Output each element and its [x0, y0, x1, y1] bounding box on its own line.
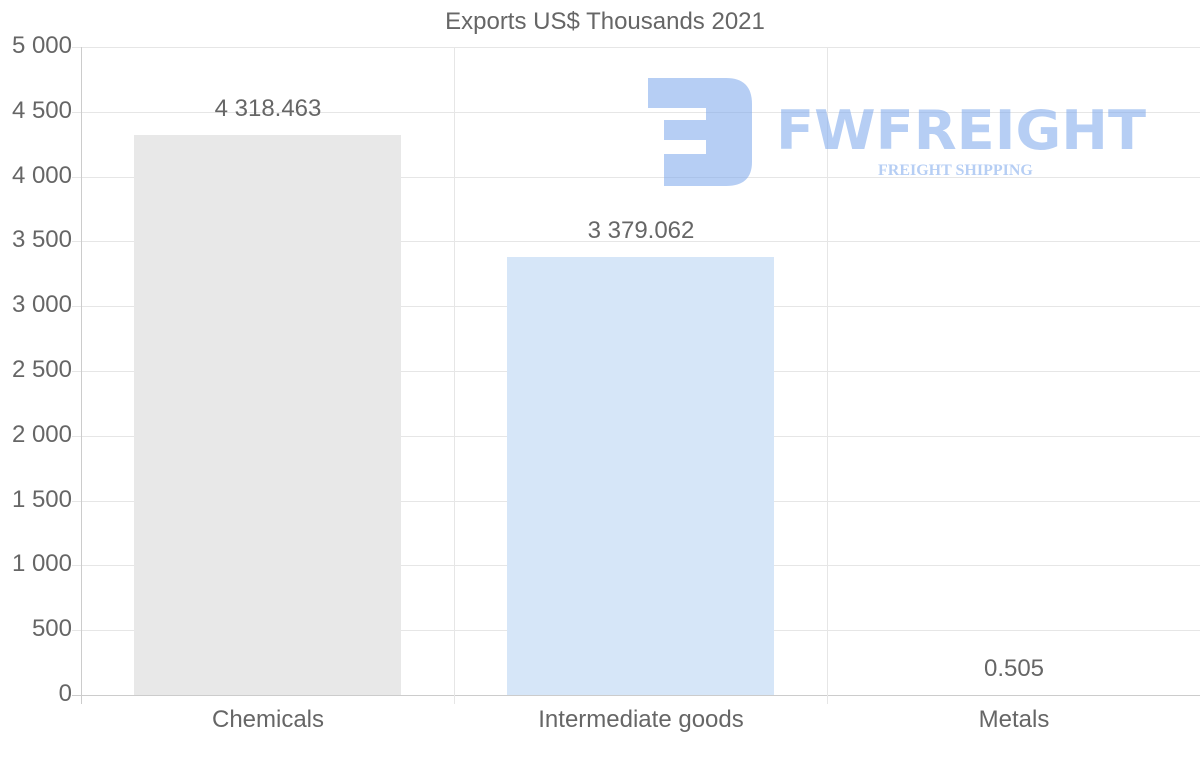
svg-text:FREIGHT SHIPPING: FREIGHT SHIPPING: [878, 162, 1033, 179]
gridline-h: [72, 241, 1200, 242]
y-tick-label: 3 000: [11, 291, 72, 318]
gridline-v: [454, 47, 455, 704]
gridline-h: [72, 47, 1200, 48]
y-tick-label: 4 000: [11, 162, 72, 189]
x-tick-label: Metals: [978, 706, 1050, 733]
gridline-h: [72, 112, 1200, 113]
gridline-v: [81, 47, 82, 704]
data-label: 4 318.463: [214, 95, 322, 122]
x-tick-label: Chemicals: [211, 706, 325, 733]
logo-mark-icon: [648, 78, 752, 186]
fwfreight-watermark-logo: FWFREIGHT FREIGHT SHIPPING: [648, 78, 1146, 186]
bar[interactable]: [134, 135, 401, 695]
y-tick-label: 500: [31, 615, 72, 642]
y-tick-label: 1 500: [11, 486, 72, 513]
y-tick-label: 5 000: [11, 32, 72, 59]
y-tick-label: 4 500: [11, 97, 72, 124]
gridline-h: [72, 695, 1200, 696]
y-tick-label: 2 500: [11, 356, 72, 383]
bar[interactable]: [507, 257, 774, 695]
svg-text:FWFREIGHT: FWFREIGHT: [776, 99, 1146, 162]
x-tick-label: Intermediate goods: [538, 706, 744, 733]
y-tick-label: 0: [58, 680, 72, 707]
chart-title: Exports US$ Thousands 2021: [445, 8, 765, 35]
y-tick-label: 1 000: [11, 550, 72, 577]
data-label: 0.505: [983, 655, 1045, 682]
y-tick-label: 3 500: [11, 226, 72, 253]
y-tick-label: 2 000: [11, 421, 72, 448]
gridline-v: [827, 47, 828, 704]
data-label: 3 379.062: [587, 217, 695, 244]
gridline-h: [72, 177, 1200, 178]
